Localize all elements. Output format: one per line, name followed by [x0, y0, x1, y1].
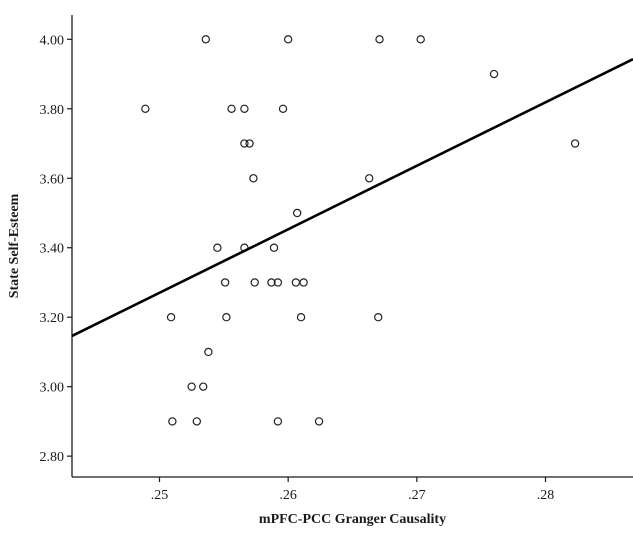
data-point — [269, 243, 279, 252]
data-point — [278, 104, 288, 113]
data-point — [250, 278, 259, 287]
y-tick-label: 3.80 — [40, 103, 65, 118]
data-point — [213, 243, 222, 252]
x-axis-label: mPFC-PCC Granger Causality — [259, 512, 446, 527]
data-point — [204, 347, 213, 357]
data-point — [141, 104, 150, 113]
data-point — [375, 35, 384, 44]
data-point — [283, 35, 293, 44]
x-tick-label: .28 — [537, 488, 555, 503]
y-tick-label: 4.00 — [40, 33, 65, 48]
data-point — [166, 313, 176, 322]
data-point — [365, 174, 374, 183]
data-point — [299, 278, 308, 287]
data-point — [199, 382, 208, 391]
data-point — [187, 382, 196, 391]
data-point — [570, 139, 580, 148]
data-point — [416, 35, 425, 44]
data-point — [168, 417, 177, 426]
x-tick-label: .27 — [408, 488, 426, 503]
y-tick-label: 3.20 — [40, 311, 65, 326]
y-tick-label: 3.60 — [40, 172, 65, 187]
regression-line — [71, 57, 633, 338]
data-point — [245, 139, 254, 148]
data-point — [240, 139, 249, 148]
x-axis-ticks: .25 .26 .27 .28 — [151, 477, 555, 503]
y-axis-ticks: 2.80 3.00 3.20 3.40 3.60 3.80 4.00 — [40, 33, 72, 465]
data-point — [220, 278, 230, 287]
data-point — [273, 278, 283, 287]
y-tick-label: 2.80 — [40, 450, 65, 465]
x-tick-label: .26 — [279, 488, 297, 503]
data-point — [291, 278, 301, 287]
data-point — [249, 174, 258, 183]
y-axis-label: State Self-Esteem — [7, 193, 22, 298]
data-point — [292, 208, 302, 218]
data-point — [227, 104, 236, 113]
data-point — [314, 417, 324, 426]
plot-area — [71, 15, 633, 478]
data-point — [374, 313, 383, 322]
data-point — [489, 69, 499, 79]
data-points — [141, 35, 580, 426]
data-point — [222, 313, 231, 322]
y-tick-label: 3.00 — [40, 381, 65, 396]
x-tick-label: .25 — [151, 488, 169, 503]
data-point — [201, 35, 211, 44]
data-point — [192, 417, 202, 426]
data-point — [296, 313, 306, 322]
data-point — [240, 104, 249, 113]
y-tick-label: 3.40 — [40, 242, 65, 257]
data-point — [273, 417, 283, 426]
data-point — [267, 278, 276, 287]
